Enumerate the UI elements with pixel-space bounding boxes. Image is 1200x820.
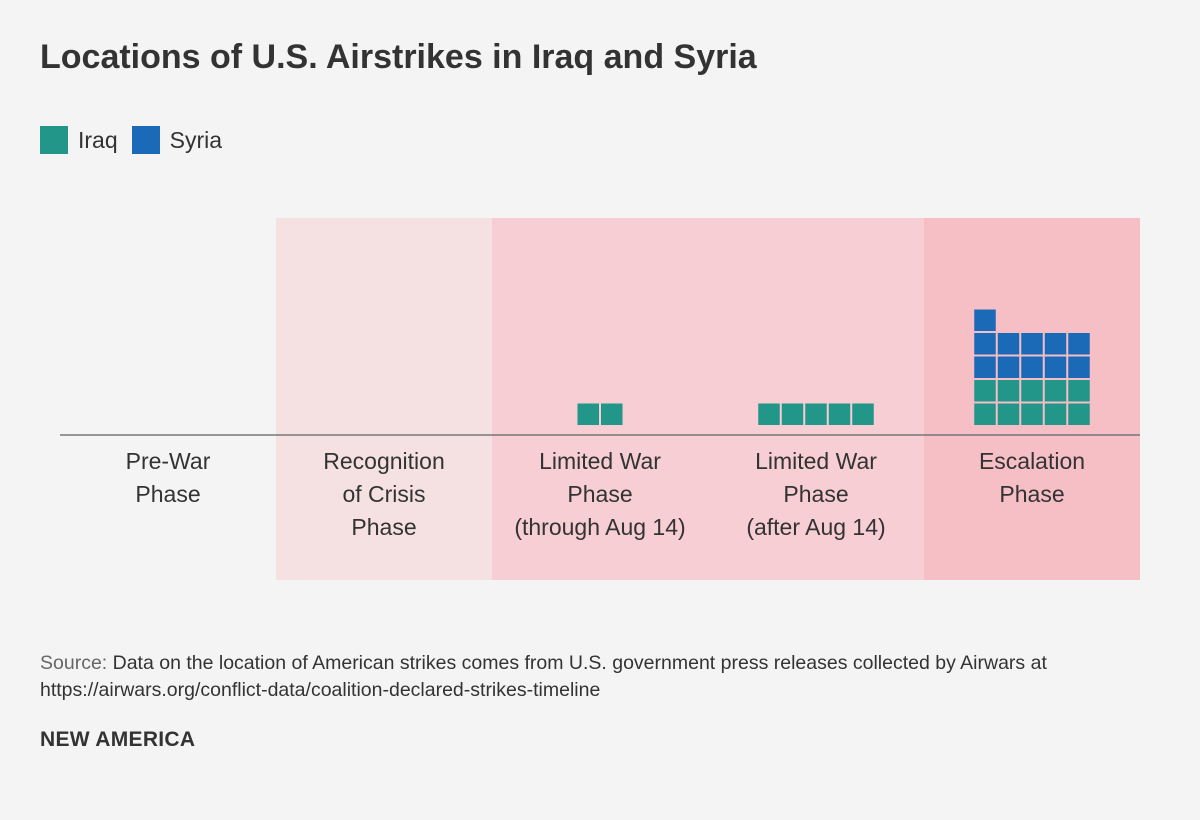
category-label-1: Pre-War Phase <box>126 448 211 507</box>
category-label-line: (after Aug 14) <box>746 514 885 540</box>
category-label-line: Pre-War <box>126 448 211 474</box>
unit-syria-phase5-7 <box>997 333 1020 355</box>
unit-iraq-phase3-2 <box>601 403 623 425</box>
category-label-5: Escalation Phase <box>979 448 1085 507</box>
category-label-line: Limited War <box>755 448 877 474</box>
legend-label-iraq: Iraq <box>78 126 118 153</box>
legend-swatch-syria <box>131 126 160 154</box>
phase-band-2 <box>276 218 492 580</box>
phase-band-3 <box>492 218 708 580</box>
unit-iraq-phase4-5 <box>852 403 874 425</box>
category-label-line: Phase <box>135 481 200 507</box>
unit-syria-phase5-8 <box>1021 333 1043 355</box>
unit-iraq-phase4-2 <box>781 403 804 425</box>
brand-logo-text: NEW AMERICA <box>40 728 196 751</box>
category-label-line: Limited War <box>539 448 661 474</box>
unit-iraq-phase5-10 <box>1068 380 1090 402</box>
legend-item-syria: Syria <box>131 126 223 154</box>
legend: Iraq Syria <box>40 126 222 154</box>
source-label: Source: <box>40 652 108 674</box>
unit-iraq-phase5-5 <box>1068 403 1090 425</box>
source-note: Source: Data on the location of American… <box>40 650 1160 704</box>
unit-iraq-phase5-6 <box>974 380 996 402</box>
legend-item-iraq: Iraq <box>40 126 118 154</box>
unit-syria-phase5-9 <box>1044 333 1067 355</box>
category-label-line: (through Aug 14) <box>514 514 685 540</box>
unit-syria-phase5-4 <box>1044 356 1067 378</box>
unit-iraq-phase3-1 <box>577 403 599 425</box>
category-label-4: Limited War Phase (after Aug 14) <box>746 448 885 540</box>
category-label-line: Escalation <box>979 448 1085 474</box>
phase-band-4 <box>708 218 924 580</box>
unit-iraq-phase5-3 <box>1021 403 1043 425</box>
category-label-line: Phase <box>999 481 1064 507</box>
category-label-line: Phase <box>783 481 848 507</box>
unit-iraq-phase4-1 <box>758 403 780 425</box>
category-label-line: Recognition <box>323 448 444 474</box>
unit-syria-phase5-1 <box>974 356 996 378</box>
unit-syria-phase5-2 <box>997 356 1020 378</box>
unit-syria-phase5-3 <box>1021 356 1043 378</box>
unit-iraq-phase5-9 <box>1044 380 1067 402</box>
unit-syria-phase5-6 <box>974 333 996 355</box>
unit-iraq-phase5-1 <box>974 403 996 425</box>
category-label-3: Limited War Phase (through Aug 14) <box>514 448 685 540</box>
category-label-line: Phase <box>351 514 416 540</box>
unit-iraq-phase5-4 <box>1044 403 1067 425</box>
unit-iraq-phase5-8 <box>1021 380 1043 402</box>
category-label-2: Recognition of Crisis Phase <box>323 448 444 540</box>
category-label-line: of Crisis <box>342 481 425 507</box>
unit-iraq-phase5-7 <box>997 380 1020 402</box>
unit-syria-phase5-10 <box>1068 333 1090 355</box>
unit-syria-phase5-5 <box>1068 356 1090 378</box>
unit-iraq-phase4-3 <box>805 403 827 425</box>
legend-swatch-iraq <box>40 126 68 154</box>
unit-syria-phase5-11 <box>974 309 996 331</box>
source-text: Data on the location of American strikes… <box>40 652 1047 701</box>
unit-iraq-phase4-4 <box>828 403 851 425</box>
unit-iraq-phase5-2 <box>997 403 1020 425</box>
legend-label-syria: Syria <box>169 126 223 153</box>
category-label-line: Phase <box>567 481 632 507</box>
chart-title: Locations of U.S. Airstrikes in Iraq and… <box>40 38 757 76</box>
